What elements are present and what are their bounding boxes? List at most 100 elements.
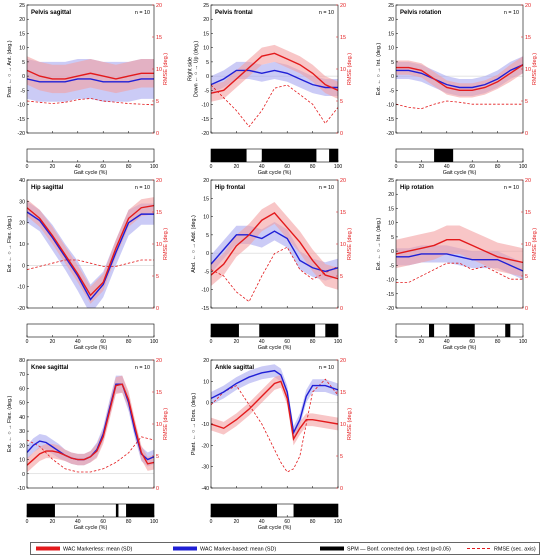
y-tick-label: 0 (391, 74, 394, 80)
x-tick-label: 80 (126, 519, 132, 525)
x-tick-label: 80 (126, 164, 132, 170)
rmse-tick-label: 10 (525, 67, 531, 73)
spm-significant-segment (293, 504, 338, 517)
y-tick-label: -15 (18, 117, 26, 123)
y-tick-label: -20 (18, 306, 26, 312)
x-tick-label: 60 (100, 339, 106, 345)
sd-band-markerless (396, 225, 523, 277)
panel-7: -40 -30 -20 -10 0 10 20 0 5 10 15 20 Ankle sagittal n… (191, 358, 353, 531)
legend-swatch-markerless (36, 546, 60, 551)
x-tick-label: 100 (334, 164, 343, 170)
x-tick-label: 40 (259, 164, 265, 170)
y-tick-label: 25 (19, 3, 25, 9)
x-tick-label: 20 (50, 519, 56, 525)
mean-line-markerbased (396, 253, 523, 272)
sd-band-markerless (211, 374, 338, 446)
rmse-tick-label: 20 (156, 178, 162, 184)
panel-n-label: n = 10 (135, 10, 150, 16)
x-tick-label: 20 (50, 339, 56, 345)
x-axis-label: Gait cycle (%) (258, 345, 292, 351)
x-tick-label: 20 (419, 164, 425, 170)
spm-significant-segment (325, 324, 338, 337)
sd-band-markerless (27, 375, 154, 473)
rmse-line (211, 84, 338, 128)
x-tick-label: 0 (395, 339, 398, 345)
panel-title: Ankle sagittal (215, 365, 254, 371)
rmse-line (27, 436, 154, 473)
x-axis-label: Gait cycle (%) (74, 345, 108, 351)
mean-line-markerbased (396, 64, 523, 89)
panel-n-label: n = 10 (319, 185, 334, 191)
figure-canvas: -20 -15 -10 -5 0 5 10 15 20 25 0 5 10 15 20 Pelvis sagi… (7, 3, 538, 531)
y-tick-label: -30 (202, 465, 210, 471)
x-tick-label: 60 (284, 164, 290, 170)
panel-n-label: n = 10 (319, 10, 334, 16)
mean-line-markerless (211, 212, 338, 280)
y-axis-label-line: Ext. ← ○ → Int. (deg.) (376, 218, 382, 271)
rmse-tick-label: 15 (156, 35, 162, 41)
x-tick-label: 0 (395, 164, 398, 170)
mean-line-markerless (211, 380, 338, 441)
y-tick-label: 10 (19, 242, 25, 248)
rmse-tick-label: 0 (340, 306, 343, 312)
y-tick-label: -15 (202, 117, 210, 123)
x-tick-label: 40 (444, 339, 450, 345)
rmse-tick-label: 0 (340, 486, 343, 492)
y-tick-label: 10 (388, 221, 394, 227)
panel-n-label: n = 10 (135, 185, 150, 191)
y-tick-label: 25 (388, 3, 394, 9)
y-tick-label: -5 (20, 88, 25, 94)
y-tick-label: -20 (202, 131, 210, 137)
rmse-axis-label: RMSE (deg.) (532, 53, 538, 85)
y-tick-label: 70 (19, 372, 25, 378)
rmse-tick-label: 0 (525, 131, 528, 137)
y-tick-label: -20 (387, 131, 395, 137)
y-tick-label: -15 (202, 306, 210, 312)
plot-layer (27, 197, 154, 308)
sd-band-markerless (27, 56, 154, 94)
x-tick-label: 100 (519, 164, 528, 170)
rmse-tick-label: 20 (156, 3, 162, 9)
rmse-tick-label: 5 (156, 99, 159, 105)
panel-title: Hip sagittal (31, 185, 64, 191)
spm-significant-segment (449, 324, 475, 337)
x-tick-label: 80 (310, 164, 316, 170)
y-tick-label: 20 (19, 443, 25, 449)
rmse-line (211, 246, 338, 303)
y-axis-label-line: Ext. ← ○ → Flex. (deg.) (7, 216, 13, 273)
y-tick-label: 20 (19, 17, 25, 23)
y-tick-label: -5 (204, 269, 209, 275)
x-tick-label: 40 (444, 164, 450, 170)
x-tick-label: 0 (26, 164, 29, 170)
y-tick-label: 5 (206, 233, 209, 239)
x-tick-label: 100 (150, 519, 159, 525)
y-tick-label: -10 (387, 103, 395, 109)
legend-graphic: WAC Markerless: mean (SD) WAC Marker-bas… (30, 542, 540, 555)
rmse-tick-label: 10 (340, 67, 346, 73)
rmse-axis-label: RMSE (deg.) (163, 228, 169, 260)
x-tick-label: 40 (259, 519, 265, 525)
y-tick-label: 0 (206, 251, 209, 257)
y-tick-label: 10 (203, 46, 209, 52)
rmse-tick-label: 0 (340, 131, 343, 137)
mean-line-markerbased (27, 211, 154, 301)
rmse-tick-label: 20 (156, 358, 162, 364)
y-tick-label: -15 (387, 117, 395, 123)
y-tick-label: 20 (203, 358, 209, 364)
y-tick-label: 15 (203, 196, 209, 202)
x-tick-label: 0 (26, 519, 29, 525)
y-tick-label: 10 (19, 458, 25, 464)
mean-line-markerbased (211, 69, 338, 89)
plot-layer (27, 56, 154, 106)
y-tick-label: 15 (388, 206, 394, 212)
panel-n-label: n = 10 (504, 10, 519, 16)
spm-significant-segment (429, 324, 435, 337)
y-axis-label-line: Ext. ← ○ → Int. (deg.) (376, 43, 382, 96)
rmse-line (27, 259, 154, 270)
x-axis-label: Gait cycle (%) (443, 345, 477, 351)
spm-bar-frame (26, 148, 155, 163)
y-tick-label: 5 (206, 60, 209, 66)
mean-line-markerless (211, 52, 338, 94)
rmse-tick-label: 15 (340, 35, 346, 41)
panel-n-label: n = 10 (135, 365, 150, 371)
